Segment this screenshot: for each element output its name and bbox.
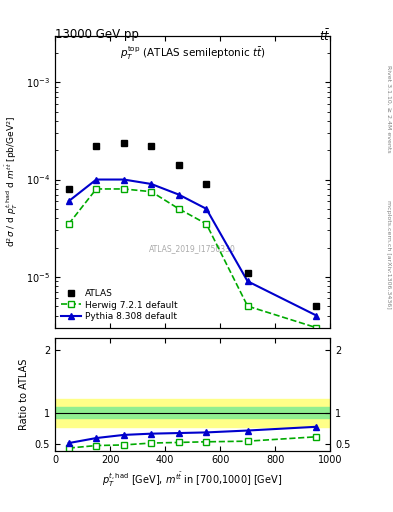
ATLAS [176,162,181,168]
Legend: ATLAS, Herwig 7.2.1 default, Pythia 8.308 default: ATLAS, Herwig 7.2.1 default, Pythia 8.30… [59,287,179,323]
Herwig 7.2.1 default [204,221,209,227]
Text: 13000 GeV pp: 13000 GeV pp [55,28,139,41]
Pythia 8.308 default [314,312,319,318]
Herwig 7.2.1 default [149,188,154,195]
ATLAS [245,270,250,276]
Text: $t\bar{t}$: $t\bar{t}$ [319,28,330,44]
Line: ATLAS: ATLAS [65,139,320,310]
Y-axis label: d$^2\sigma$ / d $p_T^{t,\rm had}$ d $m^{t\bar{t}}$ [pb/GeV$^2$]: d$^2\sigma$ / d $p_T^{t,\rm had}$ d $m^{… [4,116,20,247]
ATLAS [66,186,71,192]
Pythia 8.308 default [121,177,126,183]
Pythia 8.308 default [149,181,154,187]
Pythia 8.308 default [94,177,99,183]
Text: Rivet 3.1.10, ≥ 2.4M events: Rivet 3.1.10, ≥ 2.4M events [386,65,391,153]
Bar [55,399,330,427]
Pythia 8.308 default [204,206,209,212]
Text: $p_T^{\rm top}$ (ATLAS semileptonic $t\bar{t}$): $p_T^{\rm top}$ (ATLAS semileptonic $t\b… [120,45,265,62]
Text: mcplots.cern.ch [arXiv:1306.3436]: mcplots.cern.ch [arXiv:1306.3436] [386,200,391,309]
X-axis label: $p_T^{t,\rm had}$ [GeV], $m^{t\bar{t}}$ in [700,1000] [GeV]: $p_T^{t,\rm had}$ [GeV], $m^{t\bar{t}}$ … [103,471,283,489]
ATLAS [121,139,126,145]
Pythia 8.308 default [66,198,71,204]
Herwig 7.2.1 default [245,303,250,309]
Pythia 8.308 default [176,191,181,198]
Text: ATLAS_2019_I1750330: ATLAS_2019_I1750330 [149,244,236,253]
Herwig 7.2.1 default [314,325,319,331]
ATLAS [149,143,154,150]
Pythia 8.308 default [245,278,250,284]
Y-axis label: Ratio to ATLAS: Ratio to ATLAS [19,358,29,430]
ATLAS [94,143,99,150]
Herwig 7.2.1 default [121,186,126,192]
ATLAS [314,303,319,309]
ATLAS [204,181,209,187]
Bar [55,407,330,418]
Herwig 7.2.1 default [66,221,71,227]
Herwig 7.2.1 default [176,206,181,212]
Line: Pythia 8.308 default: Pythia 8.308 default [65,176,320,319]
Herwig 7.2.1 default [94,186,99,192]
Line: Herwig 7.2.1 default: Herwig 7.2.1 default [65,185,320,331]
